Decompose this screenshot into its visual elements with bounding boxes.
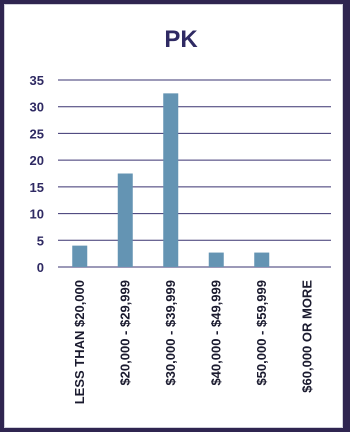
x-axis-ticks: LESS THAN $20,000 $20,000 - $29,999 $30,00… (72, 280, 315, 405)
bar (208, 252, 224, 267)
bar (163, 93, 179, 267)
y-tick-label: 35 (30, 73, 44, 88)
y-tick-label: 0 (37, 260, 44, 275)
y-tick-label: 15 (30, 180, 44, 195)
x-tick-label: $30,000 - $39,999 (163, 280, 178, 386)
bar (254, 252, 270, 267)
bar (117, 173, 133, 267)
x-tick-label: $50,000 - $59,999 (254, 280, 269, 386)
bars (72, 93, 270, 267)
y-axis-ticks: 0 5 10 15 20 25 30 35 (30, 73, 44, 275)
grid-lines (58, 79, 331, 268)
bar (72, 245, 88, 267)
x-tick-label: LESS THAN $20,000 (72, 280, 87, 404)
y-tick-label: 5 (37, 233, 44, 248)
chart-title: PK (164, 26, 198, 53)
x-tick-label: $60,000 OR MORE (299, 280, 314, 393)
y-tick-label: 20 (30, 153, 44, 168)
x-tick-label: $40,000 - $49,999 (208, 280, 223, 386)
x-tick-label: $20,000 - $29,999 (117, 280, 132, 386)
y-tick-label: 30 (30, 100, 44, 115)
y-tick-label: 25 (30, 126, 44, 141)
y-tick-label: 10 (30, 207, 44, 222)
